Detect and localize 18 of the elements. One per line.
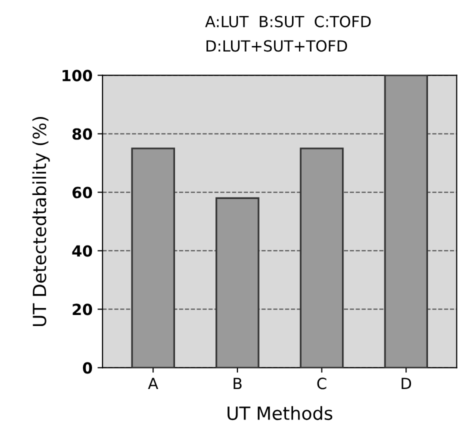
bar bbox=[384, 75, 428, 368]
x-axis-title: UT Methods bbox=[228, 406, 332, 420]
bar bbox=[216, 197, 260, 368]
x-tick-label: C bbox=[317, 378, 326, 390]
x-tick-label: D bbox=[402, 378, 412, 390]
bar bbox=[300, 148, 344, 368]
bar bbox=[131, 148, 176, 368]
y-axis-title: UT Detectedtability (%) bbox=[32, 116, 50, 326]
y-tick-label: 60 bbox=[72, 186, 92, 198]
y-tick-label: 80 bbox=[72, 128, 92, 140]
x-tick-label: A bbox=[148, 378, 158, 390]
y-tick-label: 20 bbox=[72, 304, 92, 316]
text: D:LUT+SUT+TOFD bbox=[206, 40, 348, 52]
y-tick-label: 0 bbox=[82, 362, 92, 374]
y-tick-label: 100 bbox=[62, 70, 92, 82]
x-tick-label: B bbox=[234, 378, 242, 390]
text: A:LUT B:SUT C:TOFD bbox=[205, 16, 371, 28]
y-tick-label: 40 bbox=[72, 245, 92, 257]
